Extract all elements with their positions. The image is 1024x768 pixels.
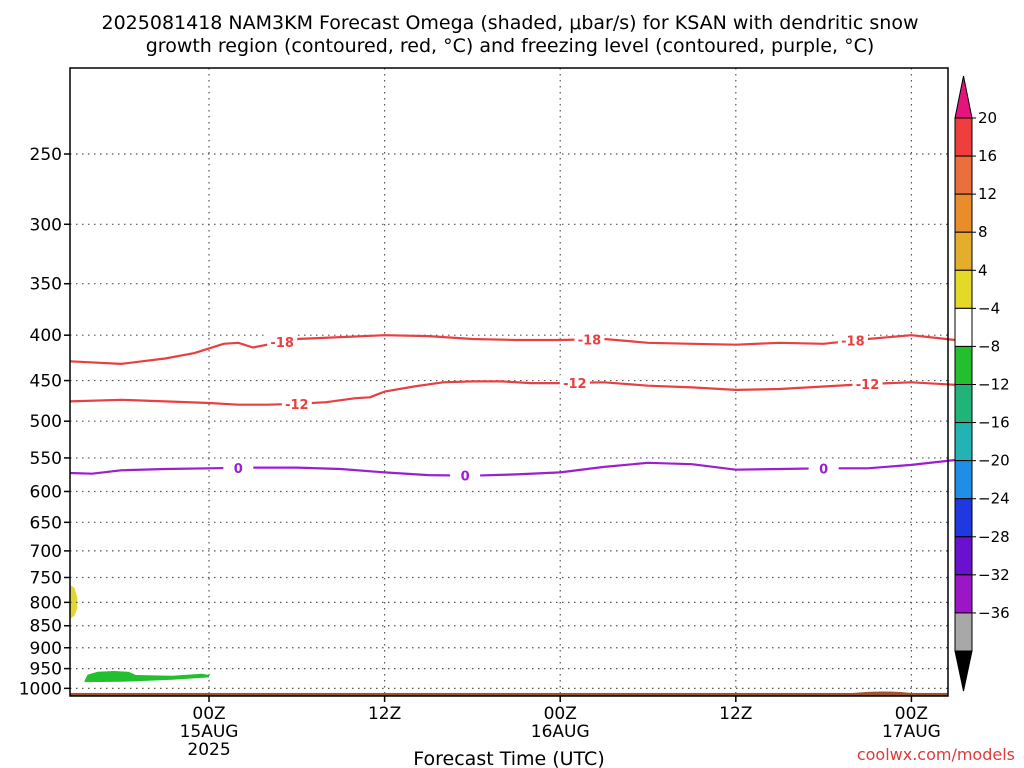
x-tick-label: 12Z: [719, 704, 752, 724]
y-tick-label: 250: [30, 145, 62, 165]
colorbar-box: [954, 155, 973, 195]
y-tick-label: 300: [30, 215, 62, 235]
y-tick-label: 900: [30, 639, 62, 659]
omega-negative-blob: [84, 671, 209, 683]
x-tick-label: 17AUG: [882, 722, 941, 742]
colorbar-tick-label: −16: [978, 414, 1010, 432]
colorbar-tick-label: −32: [978, 566, 1010, 584]
colorbar-bottom-triangle: [954, 650, 973, 692]
x-tick-label: 2025: [187, 740, 230, 760]
contour-label-bg: [574, 331, 605, 348]
x-tick-label: 12Z: [368, 704, 401, 724]
colorbar-tick-label: 16: [978, 147, 997, 165]
contour-label-bg: [281, 395, 312, 412]
colorbar-box: [954, 612, 973, 652]
contour-label-bg: [450, 467, 481, 484]
colorbar-box: [954, 536, 973, 576]
contour-label-bg: [852, 375, 883, 392]
colorbar-tick-label: 12: [978, 185, 997, 203]
x-axis-label: Forecast Time (UTC): [413, 748, 604, 768]
y-tick-label: 800: [30, 593, 62, 613]
x-tick-label: 16AUG: [531, 722, 590, 742]
colorbar-box: [954, 117, 973, 157]
y-tick-label: 700: [30, 542, 62, 562]
contour-line: [69, 380, 956, 406]
colorbar-tick-label: 8: [978, 223, 988, 241]
y-tick-label: 550: [30, 449, 62, 469]
credit-link[interactable]: coolwx.com/models: [857, 745, 1015, 764]
colorbar-box: [954, 307, 973, 347]
terrain-bump: [852, 691, 912, 693]
y-tick-label: 400: [30, 326, 62, 346]
colorbar-box: [954, 384, 973, 424]
y-tick-label: 450: [30, 372, 62, 392]
omega-shading: [70, 585, 209, 683]
contour-line: [69, 458, 956, 477]
y-tick-label: 600: [30, 482, 62, 502]
y-tick-label: 350: [30, 275, 62, 295]
contour-label: -12: [563, 377, 587, 392]
contour-line: [69, 334, 956, 365]
colorbar-box: [954, 574, 973, 614]
contour-label-bg: [837, 332, 868, 349]
contour-label-bg: [559, 374, 590, 391]
terrain: [70, 691, 948, 696]
colorbar-tick-label: −36: [978, 604, 1010, 622]
colorbar: 20 16 12 8 4 −4 −8 −12 −16 −20 −24 −28 −32 −36: [954, 75, 1010, 692]
colorbar-box: [954, 345, 973, 385]
contour-label-bg: [223, 459, 254, 476]
title-line-2: growth region (contoured, red, °C) and f…: [146, 35, 875, 57]
colorbar-box: [954, 460, 973, 500]
colorbar-box: [954, 193, 973, 233]
colorbar-box: [954, 422, 973, 462]
contour-label-bg: [267, 333, 298, 350]
contour-label: -12: [856, 378, 880, 393]
colorbar-tick-label: −8: [978, 337, 1000, 355]
contours: -18 -18 -18 -12 -12 -12 0 0 0: [69, 331, 956, 485]
colorbar-box: [954, 498, 973, 538]
colorbar-tick-label: −20: [978, 452, 1010, 470]
x-tick-label: 00Z: [192, 704, 225, 724]
y-tick-label: 650: [30, 513, 62, 533]
x-tick-label: 15AUG: [180, 722, 239, 742]
x-tick-label: 00Z: [895, 704, 928, 724]
contour-label: 0: [234, 462, 243, 477]
terrain-fill: [70, 692, 948, 696]
colorbar-tick-label: −4: [978, 299, 1000, 317]
contour-label: 0: [819, 462, 828, 477]
contour-label: 0: [461, 470, 470, 485]
colorbar-tick-label: 20: [978, 109, 997, 127]
contour-label: -18: [270, 336, 294, 351]
y-tick-label: 500: [30, 412, 62, 432]
y-tick-label: 1000: [19, 679, 62, 699]
x-tick-label: 00Z: [544, 704, 577, 724]
plot-frame: [69, 67, 949, 697]
contour-label-bg: [808, 460, 839, 477]
title-line-1: 2025081418 NAM3KM Forecast Omega (shaded…: [102, 12, 919, 34]
contour-label: -12: [285, 398, 309, 413]
colorbar-tick-label: 4: [978, 261, 988, 279]
colorbar-tick-label: −24: [978, 490, 1010, 508]
y-tick-label: 750: [30, 568, 62, 588]
colorbar-box: [954, 231, 973, 271]
omega-positive-blob: [70, 585, 78, 619]
colorbar-tick-label: −12: [978, 376, 1010, 394]
colorbar-tick-label: −28: [978, 528, 1010, 546]
y-axis: 2503003504004505005506006507007508008509…: [19, 145, 70, 699]
grid: [70, 68, 948, 696]
y-tick-label: 950: [30, 660, 62, 680]
contour-label: -18: [578, 333, 602, 348]
y-tick-label: 850: [30, 617, 62, 637]
colorbar-top-triangle: [954, 75, 973, 119]
contour-label: -18: [841, 335, 865, 350]
colorbar-box: [954, 269, 973, 309]
